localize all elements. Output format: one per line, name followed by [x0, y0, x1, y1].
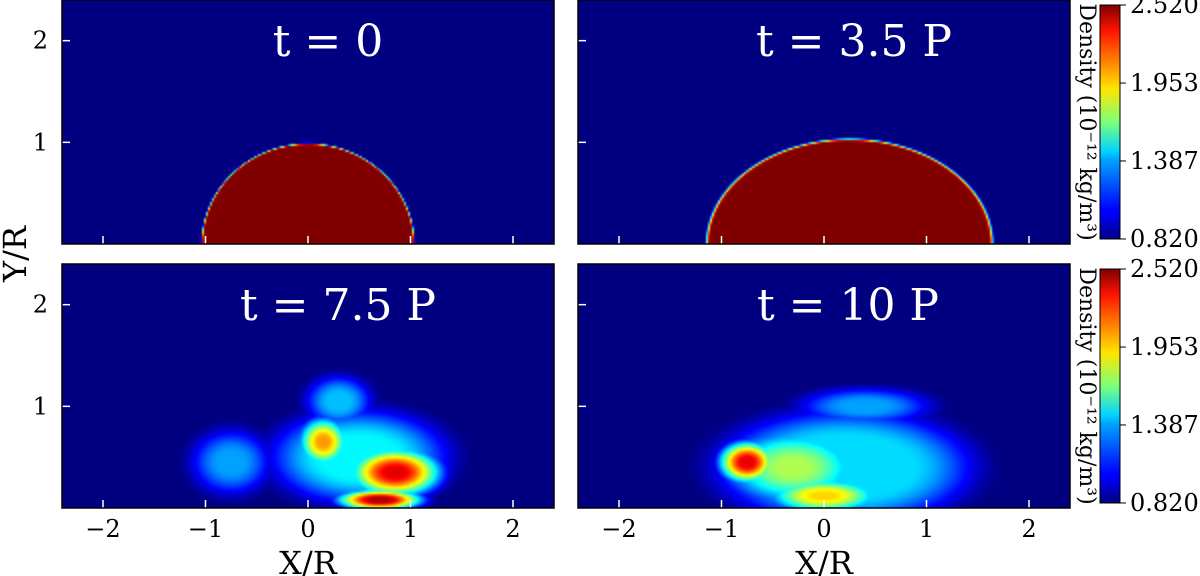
density-map — [578, 0, 1070, 244]
colorbar-tick-label: 0.820 — [1130, 489, 1199, 517]
x-tick-label: 2 — [505, 515, 520, 543]
x-tick-label: −2 — [85, 515, 120, 543]
panel-t3-5p: t = 3.5 P — [578, 0, 1070, 244]
panel-frame — [577, 263, 1071, 509]
panel-field — [578, 264, 1070, 508]
density-map — [62, 0, 554, 244]
y-tick-label: 1 — [33, 392, 48, 420]
panel-t7-5p: t = 7.5 P — [62, 264, 554, 508]
y-tick-label: 2 — [33, 27, 48, 55]
y-tick-label: 1 — [33, 128, 48, 156]
x-tick-label: 0 — [816, 515, 831, 543]
x-tick-label: −1 — [188, 515, 223, 543]
y-tick-label: 2 — [33, 291, 48, 319]
panel-title: t = 10 P — [757, 280, 939, 331]
colorbar-top: Density (10⁻¹² kg/m³) — [1074, 3, 1121, 241]
panel-frame — [61, 0, 555, 245]
panel-t10p: t = 10 P — [578, 264, 1070, 508]
colorbar-tick-label: 1.953 — [1130, 333, 1199, 361]
x-tick-label: 1 — [919, 515, 934, 543]
colorbar-gradient — [1099, 268, 1121, 504]
x-axis-label: X/R — [279, 544, 338, 576]
density-map — [578, 264, 1070, 508]
x-tick-label: 1 — [403, 515, 418, 543]
x-tick-label: −2 — [601, 515, 636, 543]
density-map — [62, 264, 554, 508]
panel-frame — [577, 0, 1071, 245]
panel-title: t = 3.5 P — [756, 16, 952, 67]
colorbar-tick-label: 1.387 — [1130, 147, 1199, 175]
panel-title: t = 0 — [273, 16, 384, 67]
colorbar-tick-label: 1.387 — [1130, 411, 1199, 439]
colorbar-tick-label: 2.520 — [1130, 255, 1199, 283]
x-axis-label: X/R — [795, 544, 854, 576]
y-axis-label: Y/R — [0, 225, 34, 283]
colorbar-bottom: Density (10⁻¹² kg/m³) — [1074, 267, 1121, 505]
panel-t0: t = 0 — [62, 0, 554, 244]
colorbar-gradient — [1099, 4, 1121, 240]
colorbar-tick-label: 0.820 — [1130, 225, 1199, 253]
x-tick-label: −1 — [704, 515, 739, 543]
panel-frame — [61, 263, 555, 509]
colorbar-tick-label: 1.953 — [1130, 69, 1199, 97]
panel-title: t = 7.5 P — [240, 280, 436, 331]
panel-field — [62, 264, 554, 508]
colorbar-label: Density (10⁻¹² kg/m³) — [1074, 267, 1099, 504]
x-tick-label: 2 — [1021, 515, 1036, 543]
x-tick-label: 0 — [300, 515, 315, 543]
colorbar-tick-label: 2.520 — [1130, 0, 1199, 19]
colorbar-label: Density (10⁻¹² kg/m³) — [1074, 3, 1099, 240]
panel-field — [62, 0, 554, 244]
panel-field — [578, 0, 1070, 244]
